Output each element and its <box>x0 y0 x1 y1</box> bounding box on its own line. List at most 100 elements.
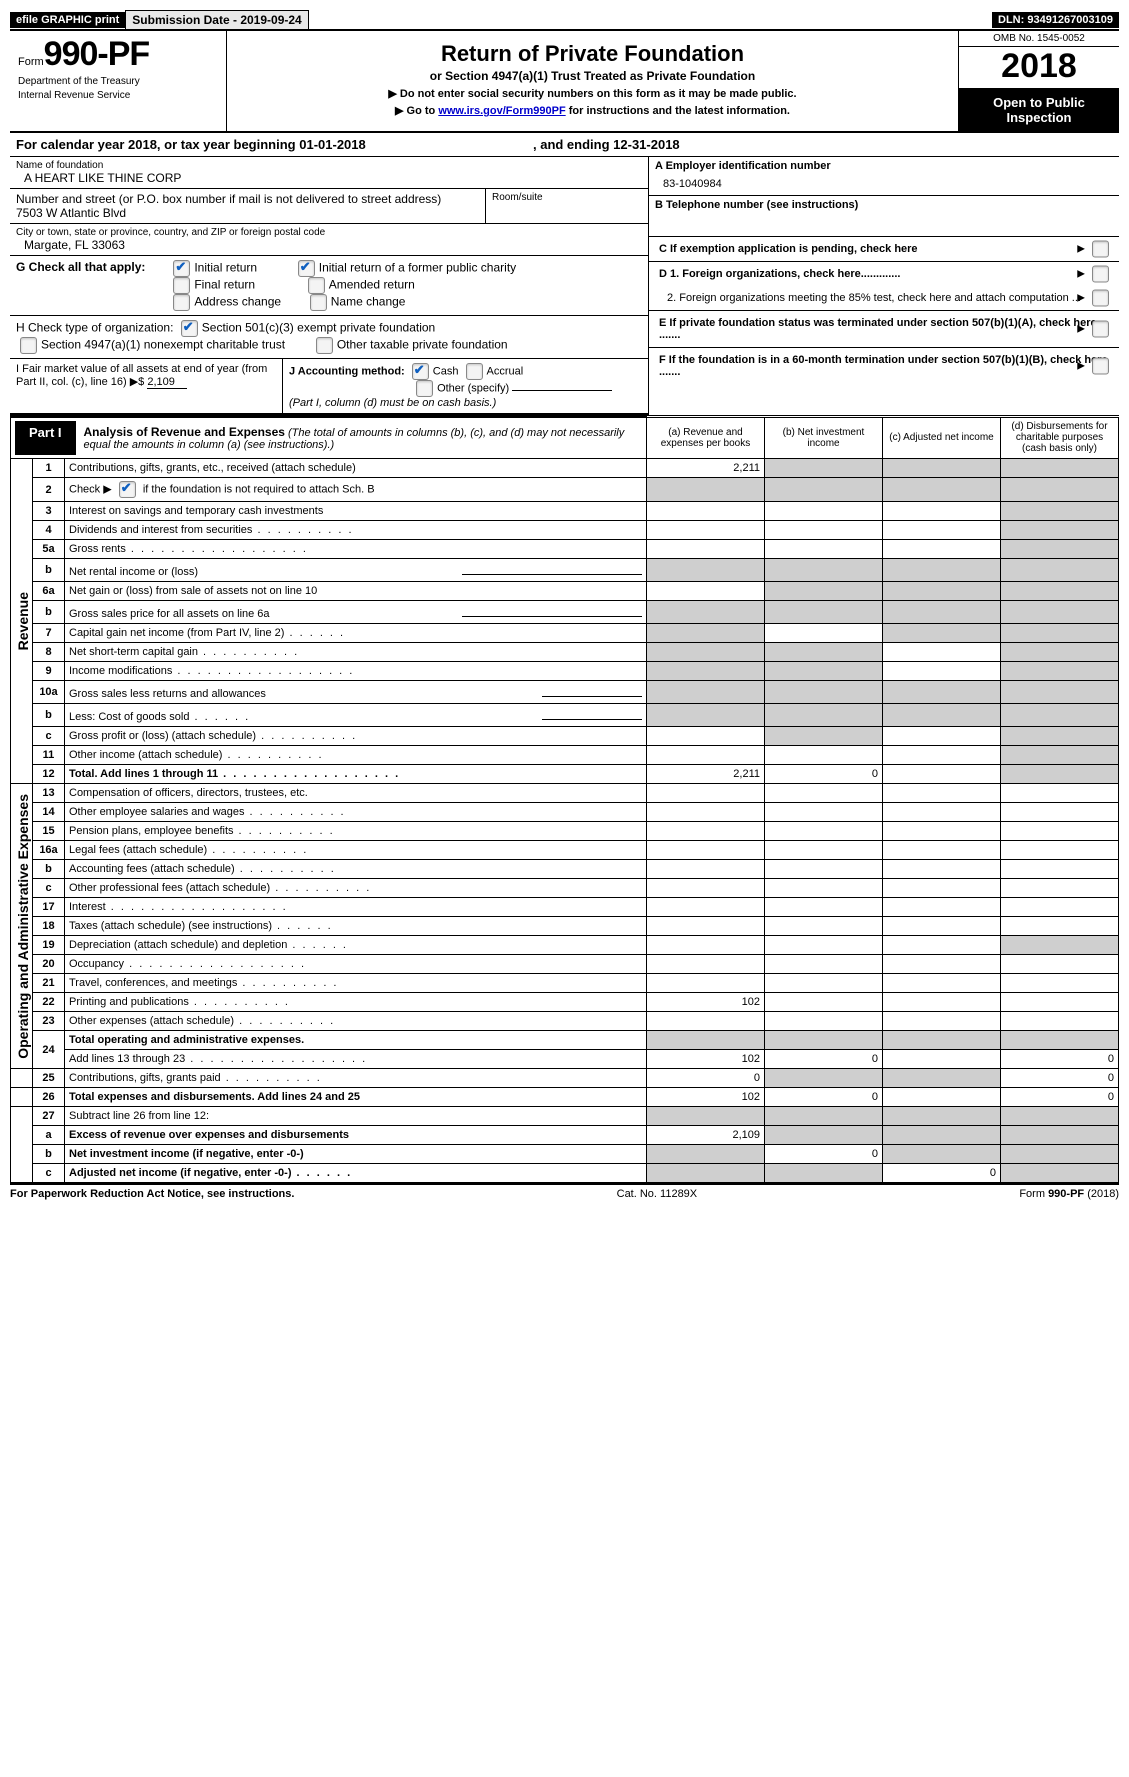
submission-date: Submission Date - 2019-09-24 <box>125 10 308 29</box>
line27c-desc: Adjusted net income (if negative, enter … <box>65 1164 647 1183</box>
part1-table: Part I Analysis of Revenue and Expenses … <box>10 416 1119 1183</box>
chk-accrual[interactable] <box>466 363 483 380</box>
j-cash: Cash <box>433 365 459 377</box>
line26-d: 0 <box>1001 1088 1119 1107</box>
part1-label: Part I <box>15 421 76 455</box>
form-number: Form990-PF <box>18 35 218 74</box>
form-subtitle: or Section 4947(a)(1) Trust Treated as P… <box>237 69 948 83</box>
d2-label: 2. Foreign organizations meeting the 85%… <box>667 292 1081 304</box>
h-lead: H Check type of organization: <box>16 321 173 335</box>
line26-desc: Total expenses and disbursements. Add li… <box>65 1088 647 1107</box>
chk-d2[interactable] <box>1092 290 1109 307</box>
line7-desc: Capital gain net income (from Part IV, l… <box>65 624 647 643</box>
e-label: E If private foundation status was termi… <box>659 317 1097 341</box>
line24-a: 102 <box>647 1050 765 1069</box>
calyear-b: , and ending <box>533 137 613 152</box>
line1-desc: Contributions, gifts, grants, etc., rece… <box>65 459 647 478</box>
chk-501c3[interactable] <box>181 320 198 337</box>
line21-desc: Travel, conferences, and meetings <box>65 974 647 993</box>
line24-d: 0 <box>1001 1050 1119 1069</box>
chk-name-change[interactable] <box>310 294 327 311</box>
line16a-desc: Legal fees (attach schedule) <box>65 841 647 860</box>
chk-sch-b[interactable] <box>119 481 136 498</box>
line24-desc: Total operating and administrative expen… <box>65 1031 647 1050</box>
chk-final-return[interactable] <box>173 277 190 294</box>
chk-4947a1[interactable] <box>20 337 37 354</box>
note2-post: for instructions and the latest informat… <box>566 105 790 117</box>
col-c-header: (c) Adjusted net income <box>883 417 1001 459</box>
chk-initial-former[interactable] <box>298 260 315 277</box>
dln-label: DLN: <box>998 14 1027 26</box>
footer-form: Form 990-PF (2018) <box>1019 1188 1119 1200</box>
chk-f[interactable] <box>1092 358 1109 375</box>
line13-desc: Compensation of officers, directors, tru… <box>65 784 647 803</box>
line22-a: 102 <box>647 993 765 1012</box>
ein-value: 83-1040984 <box>655 172 1113 192</box>
calyear-begin: 01-01-2018 <box>299 137 366 152</box>
l2a: Check ▶ <box>69 483 112 495</box>
g-name: Name change <box>331 295 406 309</box>
line24-b: 0 <box>765 1050 883 1069</box>
col-d-header: (d) Disbursements for charitable purpose… <box>1001 417 1119 459</box>
line12-desc: Total. Add lines 1 through 11 <box>65 765 647 784</box>
line6b-desc: Gross sales price for all assets on line… <box>65 601 647 624</box>
line1-a: 2,211 <box>647 459 765 478</box>
chk-e[interactable] <box>1092 321 1109 338</box>
line2-desc: Check ▶ if the foundation is not require… <box>65 478 647 502</box>
h-opt3: Other taxable private foundation <box>337 338 508 352</box>
form-prefix: Form <box>18 56 44 68</box>
form-title: Return of Private Foundation <box>237 41 948 67</box>
room-suite-label: Room/suite <box>486 189 648 223</box>
chk-initial-return[interactable] <box>173 260 190 277</box>
line12-a: 2,211 <box>647 765 765 784</box>
chk-amended-return[interactable] <box>308 277 325 294</box>
line23-desc: Other expenses (attach schedule) <box>65 1012 647 1031</box>
expenses-side-label: Operating and Administrative Expenses <box>15 794 31 1059</box>
line5b-desc: Net rental income or (loss) <box>65 559 647 582</box>
chk-cash[interactable] <box>412 363 429 380</box>
footer-cat: Cat. No. 11289X <box>617 1188 698 1200</box>
line27a-a: 2,109 <box>647 1126 765 1145</box>
chk-d1[interactable] <box>1092 266 1109 283</box>
g-lead: G Check all that apply: <box>16 260 166 274</box>
d1-label: D 1. Foreign organizations, check here..… <box>659 268 900 280</box>
chk-c-pending[interactable] <box>1092 241 1109 258</box>
line11-desc: Other income (attach schedule) <box>65 746 647 765</box>
i-text: I Fair market value of all assets at end… <box>16 363 267 388</box>
line27b-b: 0 <box>765 1145 883 1164</box>
line10b-desc: Less: Cost of goods sold <box>65 704 647 727</box>
line25-a: 0 <box>647 1069 765 1088</box>
line25-desc: Contributions, gifts, grants paid <box>65 1069 647 1088</box>
chk-other-taxable[interactable] <box>316 337 333 354</box>
city-label: City or town, state or province, country… <box>16 227 642 238</box>
efile-tag: efile GRAPHIC print <box>10 12 125 28</box>
f-label: F If the foundation is in a 60-month ter… <box>659 354 1108 378</box>
g-initial: Initial return <box>194 261 257 275</box>
submission-value: 2019-09-24 <box>240 13 301 27</box>
line16b-desc: Accounting fees (attach schedule) <box>65 860 647 879</box>
footer-pre: Form <box>1019 1188 1048 1200</box>
j-accrual: Accrual <box>487 365 524 377</box>
line20-desc: Occupancy <box>65 955 647 974</box>
submission-label: Submission Date - <box>132 13 240 27</box>
irs-link[interactable]: www.irs.gov/Form990PF <box>438 105 565 117</box>
chk-address-change[interactable] <box>173 294 190 311</box>
j-other: Other (specify) <box>437 382 509 394</box>
city-state-zip: Margate, FL 33063 <box>16 238 642 252</box>
revenue-side-label: Revenue <box>15 592 31 650</box>
chk-other-method[interactable] <box>416 380 433 397</box>
line5a-desc: Gross rents <box>65 540 647 559</box>
a-ein-label: A Employer identification number <box>655 160 1113 172</box>
note2-pre: ▶ Go to <box>395 105 438 117</box>
line27c-c: 0 <box>883 1164 1001 1183</box>
street-address: 7503 W Atlantic Blvd <box>16 206 479 220</box>
line18-desc: Taxes (attach schedule) (see instruction… <box>65 917 647 936</box>
g-final: Final return <box>194 278 255 292</box>
calyear-end: 12-31-2018 <box>613 137 680 152</box>
line12-b: 0 <box>765 765 883 784</box>
line9-desc: Income modifications <box>65 662 647 681</box>
footer-post: (2018) <box>1084 1188 1119 1200</box>
line8-desc: Net short-term capital gain <box>65 643 647 662</box>
dln: DLN: 93491267003109 <box>992 12 1119 28</box>
part1-title: Analysis of Revenue and Expenses <box>84 425 285 439</box>
